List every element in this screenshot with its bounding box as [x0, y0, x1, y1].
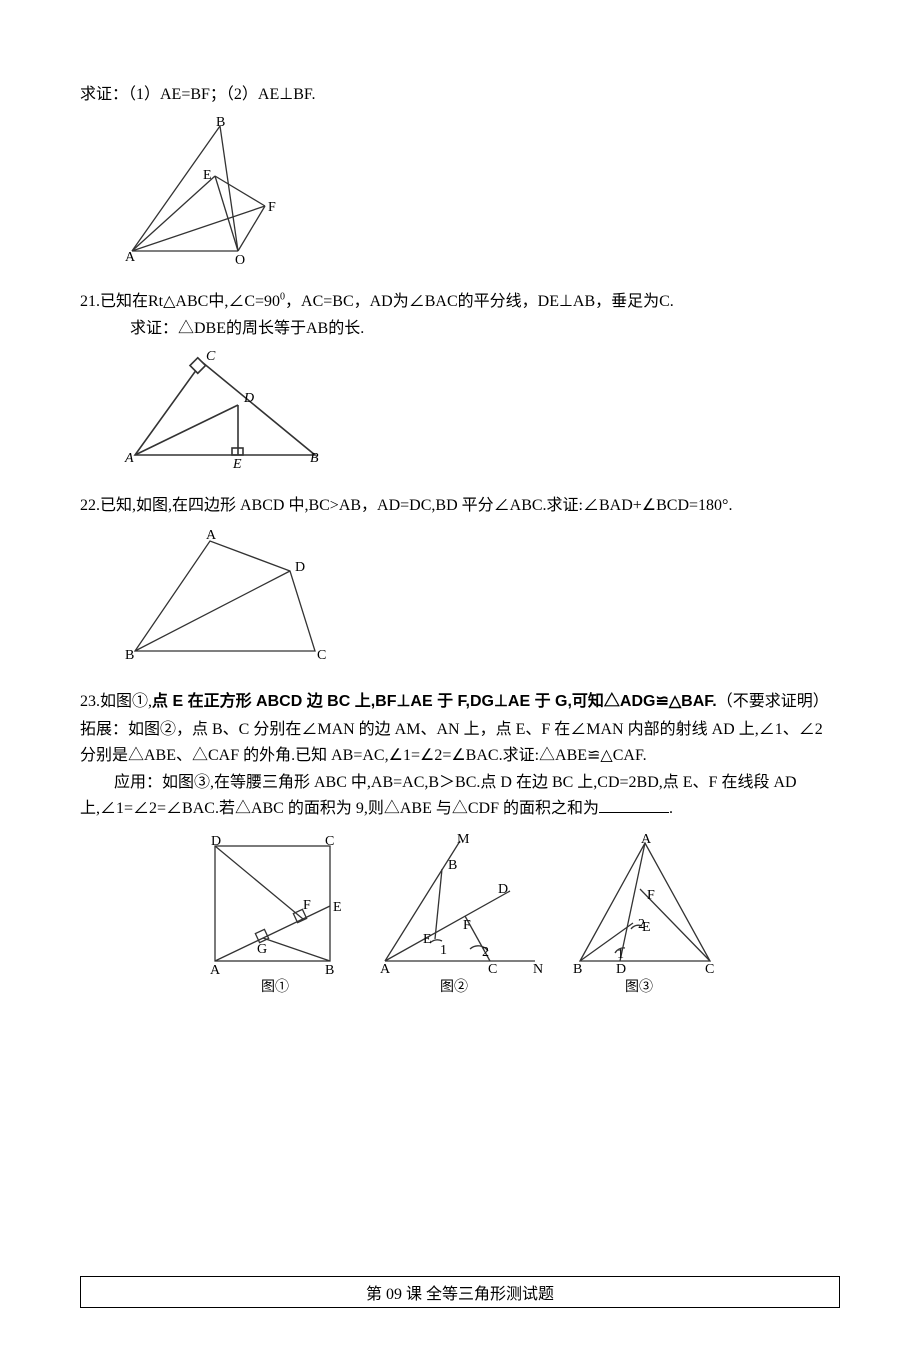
svg-text:D: D [498, 882, 508, 897]
figure-q20: A B E F O [120, 116, 840, 271]
svg-text:E: E [423, 932, 432, 947]
svg-text:A: A [206, 528, 217, 543]
q21-line2: 求证：△DBE的周长等于AB的长. [80, 316, 840, 342]
svg-text:A: A [210, 963, 221, 978]
svg-text:D: D [211, 834, 221, 849]
svg-text:F: F [268, 200, 276, 215]
svg-text:G: G [257, 942, 267, 957]
svg-text:A: A [125, 250, 136, 265]
svg-text:N: N [533, 962, 543, 977]
svg-text:D: D [616, 962, 626, 977]
svg-text:A: A [380, 962, 391, 977]
q21-line1: 21.已知在Rt△ABC中,∠C=900，AC=BC，AD为∠BAC的平分线，D… [80, 289, 840, 315]
svg-text:C: C [206, 350, 216, 364]
svg-text:B: B [573, 962, 582, 977]
q22-line1: 22.已知,如图,在四边形 ABCD 中,BC>AB，AD=DC,BD 平分∠A… [80, 493, 840, 519]
svg-text:C: C [705, 962, 714, 977]
svg-text:D: D [243, 391, 254, 406]
q23-line1: 23.如图①,点 E 在正方形 ABCD 边 BC 上,BF⊥AE 于 F,DG… [80, 689, 840, 715]
svg-text:O: O [235, 253, 245, 266]
lesson-footer: 第 09 课 全等三角形测试题 [80, 1276, 840, 1308]
q23-line2: 拓展：如图②，点 B、C 分别在∠MAN 的边 AM、AN 上，点 E、F 在∠… [80, 717, 840, 768]
svg-text:B: B [448, 858, 457, 873]
svg-text:A: A [641, 832, 652, 847]
svg-text:F: F [303, 898, 311, 913]
svg-text:M: M [457, 832, 470, 847]
svg-text:B: B [125, 648, 134, 663]
svg-text:B: B [216, 116, 225, 130]
svg-text:C: C [317, 648, 326, 663]
svg-text:E: E [232, 457, 242, 470]
svg-text:2: 2 [482, 945, 489, 960]
svg-text:图②: 图② [440, 979, 468, 995]
svg-text:C: C [325, 834, 334, 849]
svg-text:2: 2 [638, 917, 645, 932]
q23-line3: 应用：如图③,在等腰三角形 ABC 中,AB=AC,B＞BC.点 D 在边 BC… [80, 770, 840, 821]
svg-text:图③: 图③ [625, 979, 653, 995]
svg-text:E: E [333, 900, 342, 915]
figure-q22: A B C D [120, 526, 840, 671]
svg-text:B: B [325, 963, 334, 978]
svg-text:图①: 图① [261, 979, 289, 995]
svg-text:F: F [463, 918, 471, 933]
svg-text:1: 1 [440, 943, 447, 958]
svg-text:F: F [647, 888, 655, 903]
figure-q23-row: D C A B E F G 图① A C N M B D E [80, 831, 840, 1016]
svg-text:A: A [124, 451, 134, 466]
svg-text:D: D [295, 560, 305, 575]
figure-q21: A B C D E [120, 350, 840, 475]
svg-text:E: E [203, 168, 212, 183]
svg-text:C: C [488, 962, 497, 977]
q20-prove-line: 求证：（1）AE=BF；（2）AE⊥BF. [80, 82, 840, 108]
answer-blank [599, 798, 669, 813]
svg-text:B: B [310, 451, 319, 466]
svg-text:1: 1 [617, 947, 624, 962]
